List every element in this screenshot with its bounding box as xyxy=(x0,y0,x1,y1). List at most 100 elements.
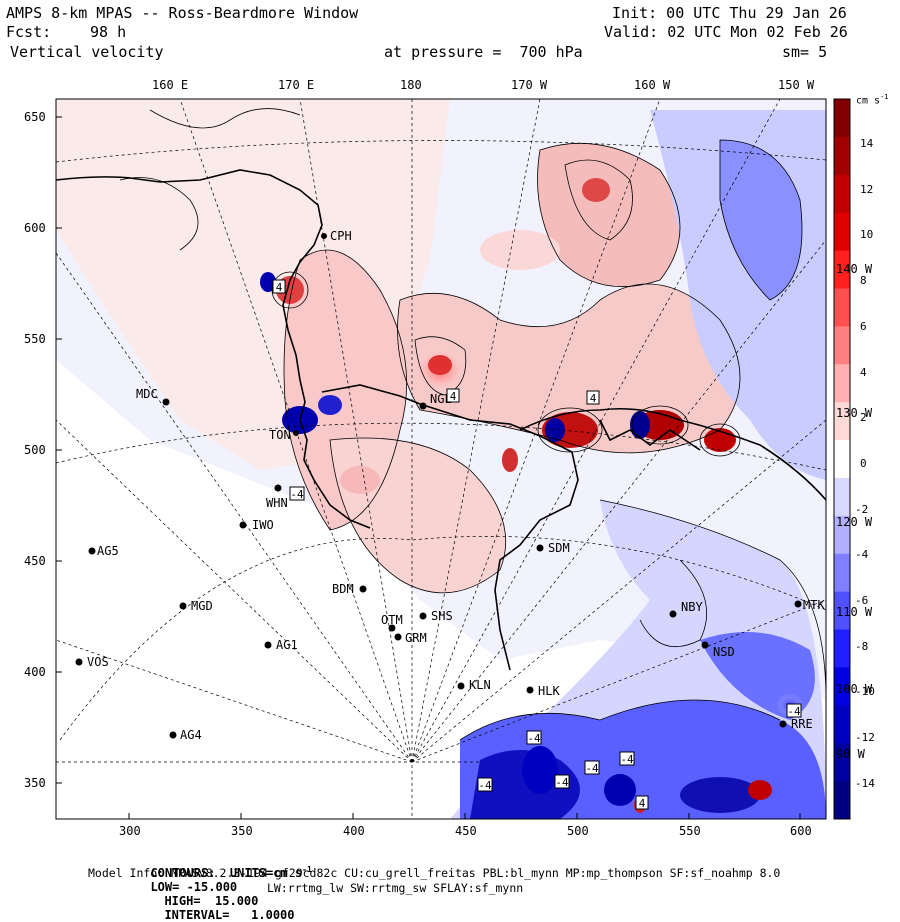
station-dot-kln xyxy=(457,682,465,690)
colorbar-tick-label: -10 xyxy=(855,685,875,699)
station-label: SDM xyxy=(548,541,570,555)
colorbar-swatch xyxy=(834,515,850,555)
colorbar-swatch xyxy=(834,743,850,782)
station-dot-ag4 xyxy=(169,731,177,739)
left-axis-label: 450 xyxy=(24,554,46,568)
station-dot-otm xyxy=(388,624,396,632)
left-axis-label: 650 xyxy=(24,110,46,124)
colorbar-swatch xyxy=(834,477,850,517)
fcst-label: Fcst: xyxy=(6,23,52,41)
bottom-axis-label: 600 xyxy=(790,824,812,838)
station-label: AG1 xyxy=(276,638,298,652)
svg-text:-4: -4 xyxy=(620,753,634,766)
variable-name: Vertical velocity xyxy=(10,43,164,61)
right-lon-label: 90 W xyxy=(836,747,865,761)
station-label: BDM xyxy=(332,582,354,596)
colorbar-swatch xyxy=(834,212,850,252)
station-label: KLN xyxy=(469,678,491,692)
station-dot-mtk xyxy=(794,600,802,608)
station-label: AG4 xyxy=(180,728,202,742)
station-label: MDC xyxy=(136,387,158,401)
station-markers xyxy=(75,233,802,739)
svg-text:-4: -4 xyxy=(787,705,801,718)
station-label: AG5 xyxy=(97,544,119,558)
station-dot-ag5 xyxy=(88,547,96,555)
station-dot-nby xyxy=(669,610,677,618)
top-lon-label: 170 W xyxy=(511,78,548,92)
right-lon-label: 140 W xyxy=(836,262,873,276)
colorbar-tick-label: 6 xyxy=(860,319,867,333)
contour-low: LOW= -15.000 xyxy=(150,880,238,894)
station-label: NBY xyxy=(681,600,703,614)
smoothing: sm= 5 xyxy=(782,43,828,61)
station-dot-whn xyxy=(274,484,282,492)
station-label: OTM xyxy=(381,613,403,627)
top-lon-label: 160 W xyxy=(634,78,671,92)
colorbar-tick-label: -12 xyxy=(855,731,875,745)
colorbar-swatch xyxy=(834,629,850,668)
station-dot-hlk xyxy=(526,686,534,694)
station-dot-cph xyxy=(321,233,327,239)
extrema-boxes: 4 4 4 -4 -4 -4 -4 -4 -4 -4 4 xyxy=(272,279,802,810)
pressure-level: at pressure = 700 hPa xyxy=(384,43,583,61)
model-info: Model Info: MPASv8.2.3-194-gf29cd82c CU:… xyxy=(88,866,781,880)
colorbar-swatch xyxy=(834,553,850,593)
top-lon-label: 160 E xyxy=(152,78,189,92)
colorbar-swatch xyxy=(834,364,850,403)
station-dot-ngl xyxy=(419,402,427,410)
station-label: VOS xyxy=(87,655,109,669)
colorbar-swatch xyxy=(834,781,850,820)
station-label: TON xyxy=(269,428,291,442)
colorbar-units: cm s-1 xyxy=(856,93,889,107)
station-label: CPH xyxy=(330,229,352,243)
station-label: WHN xyxy=(266,496,288,510)
colorbar-tick-label: -6 xyxy=(855,594,869,607)
colorbar-swatch xyxy=(834,288,850,327)
colorbar-swatch xyxy=(834,250,850,289)
top-lon-label: 150 W xyxy=(778,78,815,92)
top-lon-label: 180 xyxy=(400,78,422,92)
map-title: AMPS 8-km MPAS -- Ross-Beardmore Window xyxy=(6,4,359,22)
vertical-velocity-map: 4 4 4 -4 -4 -4 -4 -4 -4 -4 4 xyxy=(55,98,851,820)
colorbar-tick-label: 10 xyxy=(860,228,874,242)
contour-interval: INTERVAL= 1.0000 xyxy=(164,908,295,922)
station-label: NGL xyxy=(430,392,452,406)
station-dot-rre xyxy=(779,720,787,728)
station-label: MTK xyxy=(803,598,825,612)
colorbar-tick-label: 8 xyxy=(860,274,867,288)
axis-ticks xyxy=(56,116,801,819)
left-axis-label: 350 xyxy=(24,776,46,790)
station-dot-mgd xyxy=(179,602,187,610)
station-label: RRE xyxy=(791,717,813,731)
colorbar-tick-label: -8 xyxy=(855,639,869,653)
svg-text:4: 4 xyxy=(639,797,646,810)
right-lon-label: 120 W xyxy=(836,515,873,529)
physics-info: LW:rrtmg_lw SW:rrtmg_sw SFLAY:sf_mynn xyxy=(267,881,524,895)
colorbar-tick-label: 4 xyxy=(860,365,867,379)
svg-text:-4: -4 xyxy=(555,776,569,789)
svg-text:-4: -4 xyxy=(478,779,492,792)
bottom-axis-label: 550 xyxy=(679,824,701,838)
map-border xyxy=(55,98,827,820)
bottom-axis-label: 350 xyxy=(231,824,253,838)
colorbar-swatch xyxy=(834,326,850,365)
colorbar-swatch xyxy=(834,440,850,479)
contours-units-sup: -1 xyxy=(302,865,312,874)
colorbar-tick-label: 2 xyxy=(860,411,867,425)
colorbar-swatch xyxy=(834,402,850,441)
station-label: SHS xyxy=(431,609,453,623)
station-dot-bdm xyxy=(359,585,367,593)
svg-text:-4: -4 xyxy=(527,732,541,745)
station-dot-ton xyxy=(293,430,299,436)
svg-text:4: 4 xyxy=(276,281,283,294)
init-time: Init: 00 UTC Thu 29 Jan 26 xyxy=(612,4,847,22)
colorbar-swatch xyxy=(834,705,850,744)
bottom-axis-label: 450 xyxy=(455,824,477,838)
station-label: HLK xyxy=(538,684,560,698)
colorbar-swatch xyxy=(834,667,850,706)
station-dot-mdc xyxy=(162,398,170,406)
station-label: NSD xyxy=(713,645,735,659)
bottom-axis-label: 400 xyxy=(343,824,365,838)
right-lon-label: 110 W xyxy=(836,605,873,619)
left-axis-label: 400 xyxy=(24,665,46,679)
